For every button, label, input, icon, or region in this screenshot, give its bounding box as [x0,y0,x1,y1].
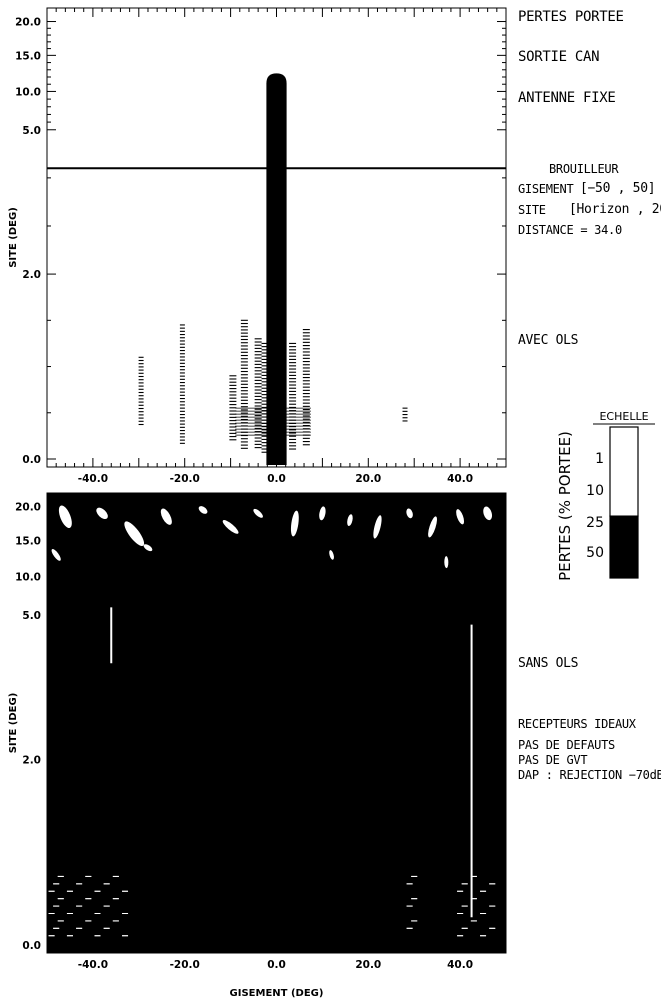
clear-spot [51,549,61,561]
avec-ols-panel: -40.0 -20.0 0.0 20.0 40.0 0.0 2.0 5.0 10.0 15.0 20… [8,7,507,485]
label-brouilleur: BROUILLEUR [549,162,619,176]
clear-spot [319,506,326,521]
top-y-tick-label: 10.0 [15,86,41,98]
losses-fill [47,493,506,953]
label-pas-defauts: PAS DE DEFAUTS [518,738,615,752]
bottom-x-tick-label: 20.0 [355,959,381,971]
bottom-x-tick-label: 0.0 [267,959,286,971]
sidelobe-column [240,319,248,449]
top-y-tick-label: 15.0 [15,50,41,62]
legend-swatch-high [609,515,639,579]
bottom-x-tick-label: -40.0 [78,959,108,971]
label-site: SITE [518,203,546,217]
legend-axis-label: PERTES (% PORTEE) [556,431,574,581]
clear-spot [96,507,108,519]
top-x-tick-label: 40.0 [447,473,473,485]
bottom-x-tick-label: -20.0 [170,959,200,971]
bottom-y-axis-title: SITE (DEG) [8,693,19,754]
label-antenne-fixe: ANTENNE FIXE [518,90,616,106]
clear-spot [58,505,72,529]
value-gisement-range: [−50 , 50] [580,181,656,196]
sidelobe-column [138,356,144,426]
label-recepteurs: RECEPTEURS IDEAUX [518,717,636,731]
label-pas-gvt: PAS DE GVT [518,753,588,767]
legend-title: ECHELLE [599,410,648,423]
bottom-y-tick-label: 5.0 [22,610,41,622]
top-x-tick-label: -20.0 [170,473,200,485]
clear-spot [160,508,172,525]
clear-spot [428,516,437,538]
bottom-x-tick-label: 40.0 [447,959,473,971]
sidelobe-column [179,324,185,444]
clear-spot [406,508,413,519]
label-gisement: GISEMENT [518,182,574,196]
legend-level-label: 1 [595,451,604,467]
clear-spot [124,521,145,547]
top-x-tick-label: 20.0 [355,473,381,485]
sidelobe-column [261,342,269,453]
top-y-tick-label: 2.0 [22,269,41,281]
clear-spot [253,508,263,518]
legend-level-label: 10 [586,483,604,499]
clear-spot [290,510,299,537]
clear-spot [483,506,493,521]
sidelobe-column [254,338,262,449]
clear-spot [143,544,153,552]
label-sortie-can: SORTIE CAN [518,49,600,65]
legend-level-label: 25 [586,515,604,531]
bottom-y-tick-label: 10.0 [15,572,41,584]
bottom-y-tick-label: 15.0 [15,535,41,547]
top-y-tick-label: 5.0 [22,125,41,137]
top-y-axis-title: SITE (DEG) [8,207,19,268]
top-x-tick-label: 0.0 [267,473,286,485]
label-pertes-portee: PERTES PORTEE [518,9,624,25]
bottom-y-tick-label: 0.0 [22,940,41,952]
clear-spot [347,514,353,527]
label-dap: DAP : REJECTION −70dB [518,768,661,782]
clear-spot [222,520,239,534]
sans-ols-panel: -40.0 -20.0 0.0 20.0 40.0 0.0 2.0 5.0 10.0 15.0 20… [8,492,507,999]
clear-spot [198,506,208,514]
label-avec-ols: AVEC OLS [518,333,579,348]
label-distance: DISTANCE = 34.0 [518,223,622,237]
value-site-range: [Horizon , 20] [569,202,661,217]
label-sans-ols: SANS OLS [518,656,579,671]
legend-level-label: 50 [586,545,604,561]
bottom-y-tick-label: 20.0 [15,502,41,514]
clear-spot [444,556,449,569]
sidelobe-column [289,342,297,450]
clear-spot [456,509,465,525]
bottom-x-axis-title: GISEMENT (DEG) [230,988,324,999]
main-lobe [266,73,287,466]
sidelobe-column [229,375,237,441]
sidelobe-column [402,407,408,422]
legend: ECHELLE 1 10 25 50 PERTES (% PORTEE) [556,410,655,581]
legend-swatch-low [609,426,639,517]
sidelobe-column [302,329,310,446]
top-y-tick-label: 20.0 [15,17,41,29]
clear-spot [329,550,334,560]
top-x-tick-label: -40.0 [78,473,108,485]
bottom-y-tick-label: 2.0 [22,755,41,767]
top-y-tick-label: 0.0 [22,454,41,466]
clear-spot [373,515,382,539]
